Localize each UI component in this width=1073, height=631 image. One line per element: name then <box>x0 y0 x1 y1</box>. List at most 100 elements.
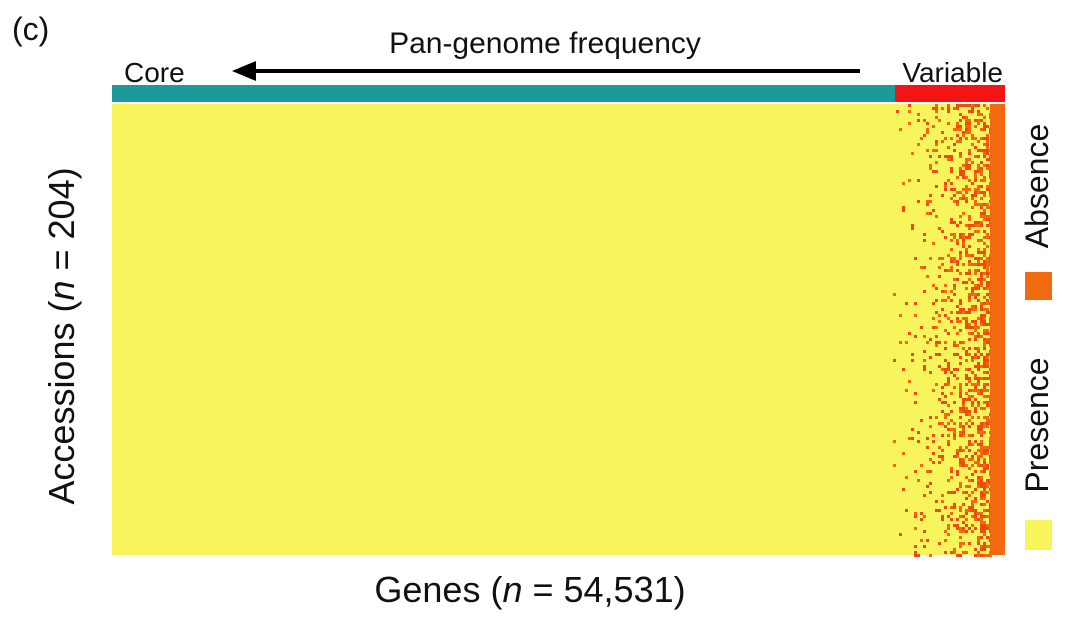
absence-cell <box>980 530 983 533</box>
absence-cell <box>935 185 938 188</box>
absence-cell <box>974 329 977 332</box>
absence-cell <box>986 479 989 482</box>
absence-cell <box>980 191 983 194</box>
absence-cell <box>953 428 956 431</box>
absence-cell <box>968 260 971 263</box>
absence-cell <box>974 269 977 272</box>
absence-cell <box>977 425 980 428</box>
absence-cell <box>932 107 935 110</box>
absence-cell <box>920 512 923 515</box>
absence-cell <box>953 401 956 404</box>
absence-cell <box>962 398 965 401</box>
absence-cell <box>968 179 971 182</box>
absence-cell <box>980 536 983 539</box>
absence-cell <box>896 110 899 113</box>
absence-cell <box>944 284 947 287</box>
legend-absence: Absence <box>1019 124 1055 249</box>
absence-cell <box>941 263 944 266</box>
absence-cell <box>971 422 974 425</box>
absence-cell <box>947 533 950 536</box>
absence-cell <box>977 167 980 170</box>
absence-cell <box>974 326 977 329</box>
absence-cell <box>962 281 965 284</box>
absence-cell <box>980 407 983 410</box>
absence-cell <box>932 170 935 173</box>
absence-cell <box>965 410 968 413</box>
absence-cell <box>959 530 962 533</box>
absence-cell <box>923 365 926 368</box>
absence-cell <box>950 311 953 314</box>
absence-cell <box>941 449 944 452</box>
absence-cell <box>962 104 965 107</box>
absence-cell <box>971 107 974 110</box>
absence-cell <box>950 320 953 323</box>
absence-cell <box>977 404 980 407</box>
absence-cell <box>956 224 959 227</box>
absence-cell <box>959 449 962 452</box>
absence-cell <box>986 422 989 425</box>
absence-cell <box>980 377 983 380</box>
absence-cell <box>974 377 977 380</box>
absence-cell <box>935 104 938 107</box>
absence-cell <box>977 461 980 464</box>
absence-cell <box>959 416 962 419</box>
absence-cell <box>917 440 920 443</box>
absence-cell <box>986 341 989 344</box>
absence-cell <box>935 161 938 164</box>
absence-cell <box>986 275 989 278</box>
absence-cell <box>983 407 986 410</box>
absence-cell <box>935 140 938 143</box>
absence-cell <box>962 542 965 545</box>
absence-cell <box>965 167 968 170</box>
absence-cell <box>950 155 953 158</box>
absence-cell <box>959 155 962 158</box>
absence-cell <box>929 212 932 215</box>
absence-cell <box>929 338 932 341</box>
absence-cell <box>971 194 974 197</box>
absence-cell <box>965 158 968 161</box>
absence-cell <box>977 164 980 167</box>
absence-cell <box>977 185 980 188</box>
absence-cell <box>929 194 932 197</box>
absence-cell <box>938 422 941 425</box>
absence-cell <box>971 332 974 335</box>
absence-cell <box>953 455 956 458</box>
absence-cell <box>959 395 962 398</box>
absence-cell <box>962 308 965 311</box>
absence-cell <box>968 236 971 239</box>
absence-cell <box>971 530 974 533</box>
absence-cell <box>953 257 956 260</box>
absence-cell <box>968 419 971 422</box>
absence-cell <box>986 266 989 269</box>
absence-cell <box>965 350 968 353</box>
absence-cell <box>983 263 986 266</box>
absence-cell <box>908 122 911 125</box>
absence-cell <box>977 110 980 113</box>
absence-cell <box>974 200 977 203</box>
absence-cell <box>986 245 989 248</box>
absence-cell <box>962 245 965 248</box>
absence-cell <box>983 416 986 419</box>
absence-cell <box>944 416 947 419</box>
absence-cell <box>977 542 980 545</box>
absence-cell <box>983 494 986 497</box>
absence-cell <box>977 449 980 452</box>
absence-cell <box>983 320 986 323</box>
absence-cell <box>983 209 986 212</box>
absence-cell <box>977 269 980 272</box>
absence-cell <box>986 203 989 206</box>
absence-cell <box>977 119 980 122</box>
absence-cell <box>944 290 947 293</box>
absence-cell <box>980 239 983 242</box>
absence-cell <box>959 125 962 128</box>
absence-cell <box>980 197 983 200</box>
absence-cell <box>929 425 932 428</box>
absence-cell <box>962 464 965 467</box>
absence-cell <box>962 173 965 176</box>
absence-cell <box>917 200 920 203</box>
absence-cell <box>941 368 944 371</box>
absence-cell <box>977 383 980 386</box>
absence-cell <box>971 293 974 296</box>
absence-cell <box>935 353 938 356</box>
y-label-prefix: Accessions ( <box>41 301 82 505</box>
